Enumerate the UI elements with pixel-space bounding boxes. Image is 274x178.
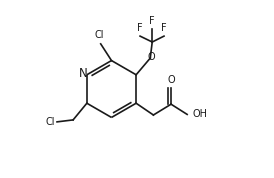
Text: OH: OH: [192, 109, 207, 119]
Text: N: N: [79, 67, 88, 80]
Text: F: F: [161, 23, 167, 33]
Text: O: O: [147, 52, 155, 62]
Text: Cl: Cl: [95, 30, 104, 40]
Text: F: F: [137, 23, 143, 33]
Text: F: F: [149, 16, 155, 26]
Text: O: O: [167, 75, 175, 85]
Text: Cl: Cl: [45, 117, 55, 127]
